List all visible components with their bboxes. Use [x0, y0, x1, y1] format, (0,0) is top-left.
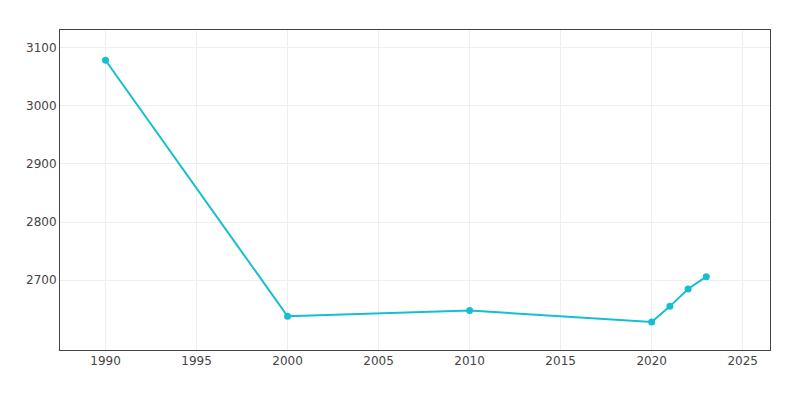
svg-text:2020: 2020: [636, 354, 667, 368]
svg-text:1995: 1995: [181, 354, 212, 368]
svg-text:2000: 2000: [272, 354, 303, 368]
svg-text:2700: 2700: [26, 273, 57, 287]
svg-text:2010: 2010: [454, 354, 485, 368]
svg-text:2005: 2005: [363, 354, 394, 368]
svg-text:1990: 1990: [90, 354, 121, 368]
svg-text:2900: 2900: [26, 157, 57, 171]
svg-text:2800: 2800: [26, 215, 57, 229]
svg-text:3000: 3000: [26, 99, 57, 113]
svg-text:2015: 2015: [545, 354, 576, 368]
svg-text:3100: 3100: [26, 41, 57, 55]
svg-text:2025: 2025: [727, 354, 758, 368]
